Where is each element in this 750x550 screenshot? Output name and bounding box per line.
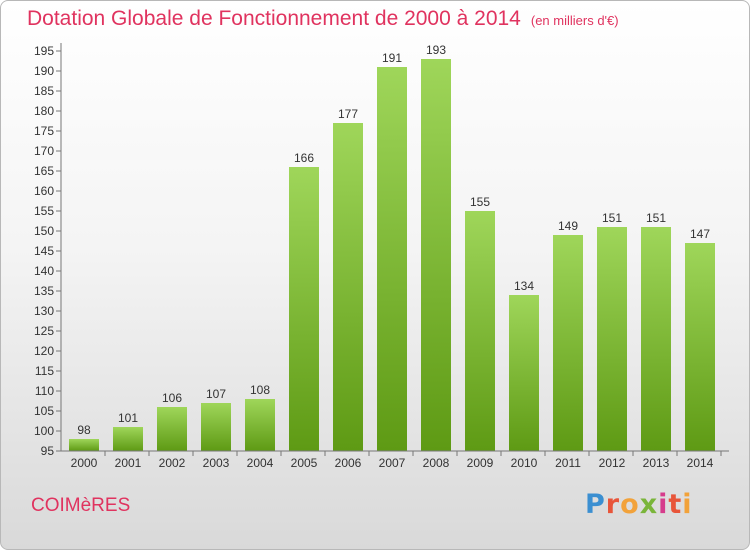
y-tick-label: 110 — [35, 384, 54, 398]
x-tick-label: 2012 — [599, 456, 626, 470]
y-tick-label: 165 — [34, 164, 54, 178]
bar-2001 — [113, 427, 143, 451]
y-tick-label: 105 — [34, 404, 54, 418]
bar-value-label: 147 — [690, 227, 710, 241]
bar-value-label: 106 — [162, 391, 182, 405]
y-tick-label: 95 — [41, 444, 55, 458]
bar-value-label: 107 — [206, 387, 226, 401]
x-tick-label: 2002 — [159, 456, 186, 470]
bars: 98 101 106 107 108 166 177 191 193 155 134 149 151 15… — [69, 43, 715, 451]
bar-value-label: 193 — [426, 43, 446, 57]
x-tick-label: 2010 — [511, 456, 538, 470]
bar-2008 — [421, 59, 451, 451]
x-tick-label: 2008 — [423, 456, 450, 470]
bar-2006 — [333, 123, 363, 451]
bar-value-label: 134 — [514, 279, 534, 293]
y-tick-label: 125 — [34, 324, 54, 338]
bar-2007 — [377, 67, 407, 451]
y-tick-label: 115 — [35, 364, 54, 378]
bar-value-label: 191 — [382, 51, 402, 65]
y-tick-label: 160 — [34, 184, 54, 198]
y-tick-label: 130 — [34, 304, 54, 318]
y-tick-label: 140 — [34, 264, 54, 278]
x-tick-label: 2011 — [555, 456, 581, 470]
x-tick-label: 2009 — [467, 456, 494, 470]
bar-value-label: 151 — [602, 211, 622, 225]
bar-value-label: 177 — [338, 107, 358, 121]
title-text: Dotation Globale de Fonctionnement de 20… — [27, 7, 521, 30]
x-tick-label: 2014 — [687, 456, 714, 470]
y-tick-label: 185 — [34, 84, 54, 98]
bar-value-label: 108 — [250, 383, 270, 397]
y-tick-label: 155 — [34, 204, 54, 218]
bar-2003 — [201, 403, 231, 451]
x-axis: 2000 2001 2002 2003 2004 2005 2006 2007 2008 2009… — [61, 450, 729, 470]
y-tick-label: 145 — [34, 244, 54, 258]
proxiti-logo: Proxiti — [585, 489, 693, 520]
commune-name: COIMèRES — [31, 495, 131, 516]
x-tick-label: 2003 — [203, 456, 230, 470]
y-tick-label: 190 — [34, 64, 54, 78]
bar-2010 — [509, 295, 539, 451]
y-tick-label: 135 — [34, 284, 54, 298]
x-tick-label: 2006 — [335, 456, 362, 470]
bar-2014 — [685, 243, 715, 451]
x-tick-label: 2007 — [379, 456, 406, 470]
bar-2012 — [597, 227, 627, 451]
y-tick-label: 175 — [34, 124, 54, 138]
bar-2002 — [157, 407, 187, 451]
x-tick-label: 2001 — [115, 456, 142, 470]
bar-value-label: 151 — [646, 211, 666, 225]
x-tick-label: 2000 — [71, 456, 98, 470]
unit-note: (en milliers d'€) — [530, 13, 619, 28]
y-tick-label: 100 — [34, 424, 54, 438]
bar-value-label: 101 — [118, 411, 138, 425]
bar-2000 — [69, 439, 99, 451]
bar-value-label: 166 — [294, 151, 314, 165]
chart-title: Dotation Globale de Fonctionnement de 20… — [27, 7, 619, 31]
y-tick-label: 195 — [34, 44, 54, 58]
y-axis: 95 100 105 110 115 120 125 130 135 140 145 150 155 16… — [34, 43, 62, 458]
x-tick-label: 2005 — [291, 456, 318, 470]
x-tick-label: 2013 — [643, 456, 670, 470]
bar-2013 — [641, 227, 671, 451]
y-tick-label: 120 — [34, 344, 54, 358]
bar-value-label: 155 — [470, 195, 490, 209]
bar-value-label: 149 — [558, 219, 578, 233]
y-tick-label: 170 — [34, 144, 54, 158]
bar-2004 — [245, 399, 275, 451]
y-tick-label: 150 — [34, 224, 54, 238]
bar-2011 — [553, 235, 583, 451]
bar-2005 — [289, 167, 319, 451]
y-tick-label: 180 — [34, 104, 54, 118]
bar-2009 — [465, 211, 495, 451]
x-tick-label: 2004 — [247, 456, 274, 470]
bar-value-label: 98 — [77, 423, 91, 437]
